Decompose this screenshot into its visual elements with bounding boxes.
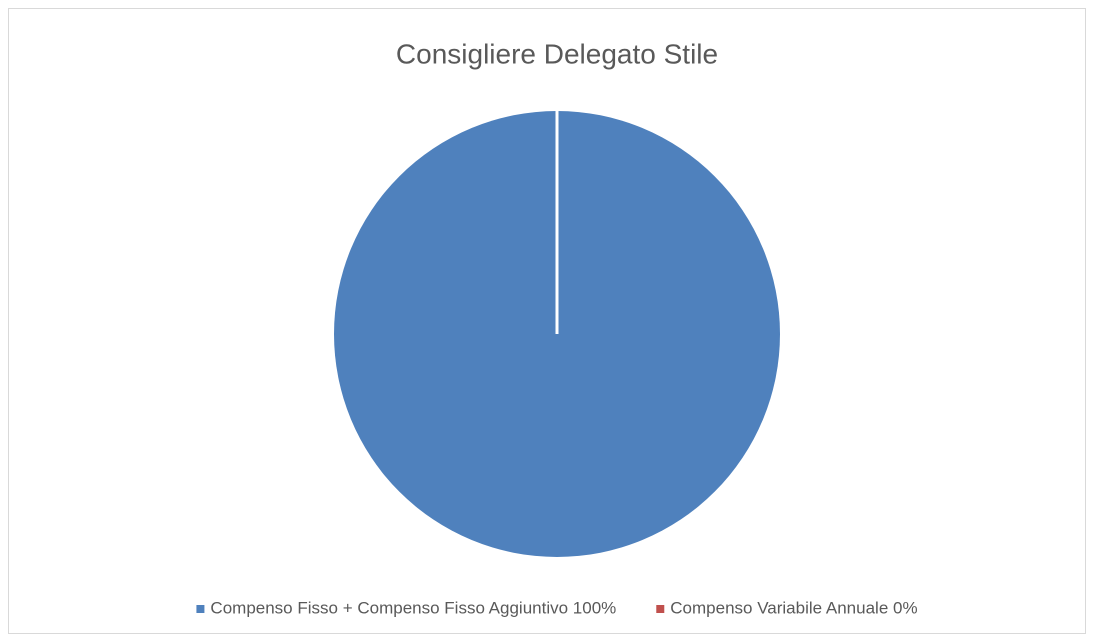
legend-label: Compenso Fisso + Compenso Fisso Aggiunti… xyxy=(210,598,616,617)
chart-title: Consigliere Delegato Stile xyxy=(396,38,718,69)
legend-swatch xyxy=(196,605,205,613)
legend-label: Compenso Variabile Annuale 0% xyxy=(670,598,917,617)
legend-swatch xyxy=(656,605,665,613)
